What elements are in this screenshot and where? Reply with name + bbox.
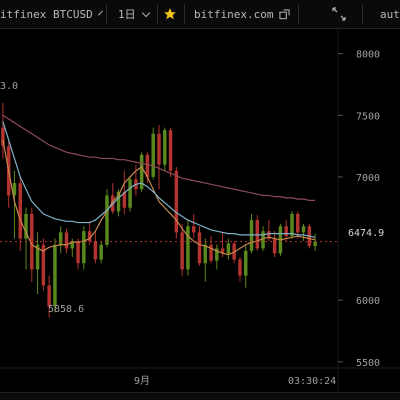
- chevron-down-icon: [97, 10, 103, 15]
- candle-body: [313, 241, 317, 246]
- star-icon: [164, 8, 176, 20]
- toolbar-divider: [106, 4, 107, 24]
- candle-body: [284, 226, 288, 237]
- candle-body: [197, 232, 202, 264]
- time-axis-label: 9月: [134, 375, 150, 387]
- site-link[interactable]: bitfinex.com: [194, 0, 291, 28]
- candle-body: [64, 232, 69, 249]
- chevron-down-icon: [141, 8, 150, 17]
- candle-body: [122, 191, 127, 208]
- toolbar-divider: [157, 4, 158, 24]
- bottom-bar: [0, 392, 400, 400]
- low-marker-label: 5858.6: [48, 304, 84, 315]
- candle-body: [53, 244, 57, 307]
- toolbar-divider: [184, 4, 185, 24]
- candle-body: [272, 238, 277, 254]
- candle-body: [203, 244, 207, 264]
- candle-body: [168, 130, 173, 171]
- candle-body: [255, 220, 260, 249]
- price-tick-label: 5500: [356, 358, 380, 369]
- site-label: bitfinex.com: [194, 7, 274, 21]
- candle-body: [139, 154, 144, 190]
- candle-body: [209, 244, 213, 261]
- high-marker-label: 3.0: [0, 81, 18, 92]
- candle-body: [1, 127, 5, 147]
- candle-body: [76, 241, 80, 264]
- candle-body: [93, 241, 98, 260]
- fullscreen-button[interactable]: [332, 0, 346, 28]
- candle-body: [186, 226, 190, 270]
- candle-body: [157, 133, 161, 165]
- moving-average-line: [2, 139, 316, 256]
- candle-body: [249, 220, 254, 251]
- candle-body: [226, 243, 231, 254]
- candle-body: [151, 133, 155, 177]
- candle-body: [18, 183, 22, 239]
- candle-body: [12, 183, 17, 196]
- interval-label: 1日: [118, 8, 136, 21]
- chart-toolbar: itfinex BTCUSD 1日 bitfinex.com auto: [0, 0, 400, 29]
- candle-body: [267, 231, 271, 239]
- candle-body: [116, 191, 121, 212]
- candle-body: [58, 232, 63, 245]
- candle-body: [220, 248, 225, 254]
- moving-average-line: [2, 121, 316, 238]
- candle-body: [174, 170, 179, 233]
- expand-icon: [332, 7, 346, 21]
- price-tick-label: 6000: [356, 296, 380, 307]
- candle-body: [35, 244, 40, 270]
- candle-body: [301, 226, 306, 233]
- candle-body: [99, 244, 103, 260]
- moving-average-line: [2, 114, 316, 201]
- candle-body: [238, 259, 242, 276]
- cursor-time-label: 03:30:24: [288, 376, 336, 387]
- candle-body: [128, 179, 132, 208]
- candle-body: [163, 130, 167, 165]
- symbol-label: itfinex BTCUSD: [0, 7, 93, 21]
- external-link-icon: [279, 8, 291, 19]
- candle-body: [47, 285, 51, 307]
- scale-mode-button[interactable]: auto: [380, 0, 400, 28]
- candle-body: [70, 241, 75, 249]
- candle-body: [87, 231, 92, 242]
- candle-body: [243, 250, 248, 276]
- candle-body: [261, 231, 265, 249]
- price-tick-label: 7000: [356, 173, 380, 184]
- favorite-button[interactable]: [163, 0, 179, 28]
- candle-body: [191, 226, 196, 233]
- price-chart[interactable]: 8000 7500 7000 6000 5500 3.0 5858.6 9月 03:30…: [0, 29, 400, 392]
- price-tick-label: 8000: [356, 50, 380, 61]
- candle-body: [24, 213, 28, 239]
- toolbar-divider: [362, 4, 363, 24]
- candle-body: [296, 213, 300, 233]
- candle-body: [290, 213, 294, 237]
- candle-body: [145, 154, 150, 177]
- scale-mode-label: auto: [380, 7, 400, 21]
- symbol-selector[interactable]: itfinex BTCUSD: [0, 0, 103, 28]
- candle-body: [105, 195, 109, 245]
- last-price-tag: 6474.9: [346, 228, 387, 239]
- interval-selector[interactable]: 1日: [118, 0, 154, 28]
- candle-body: [41, 244, 46, 286]
- candle-body: [82, 231, 86, 264]
- price-tick-label: 7500: [356, 111, 380, 122]
- candle-body: [215, 248, 219, 261]
- toolbar-divider: [298, 4, 299, 24]
- candle-body: [180, 232, 184, 270]
